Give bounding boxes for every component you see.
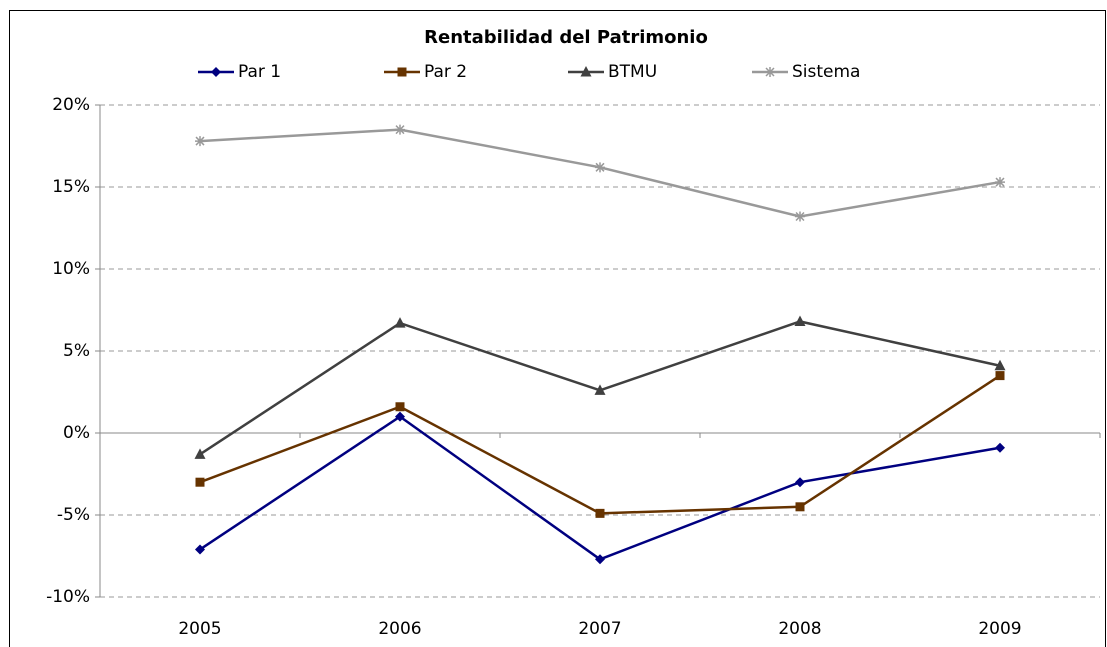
point-marker <box>994 359 1006 371</box>
y-tick-label: -10% <box>46 587 90 607</box>
y-tick-label: 0% <box>63 423 90 443</box>
point-marker <box>195 477 205 487</box>
point-marker <box>595 162 605 173</box>
point-marker <box>765 67 775 77</box>
point-marker <box>794 315 806 326</box>
y-tick-label: 10% <box>52 259 90 279</box>
legend-label: Sistema <box>792 62 860 82</box>
x-tick-label: 2008 <box>778 619 821 639</box>
point-marker <box>795 211 805 222</box>
point-marker <box>395 124 405 135</box>
x-tick-label: 2007 <box>578 619 621 639</box>
legend-label: Par 1 <box>238 62 281 82</box>
x-tick-label: 2009 <box>978 619 1021 639</box>
point-marker <box>397 67 407 77</box>
y-tick-label: 15% <box>52 177 90 197</box>
point-marker <box>394 317 406 328</box>
point-marker <box>395 402 405 412</box>
chart-frame <box>9 10 1106 647</box>
point-marker <box>594 384 606 395</box>
point-marker <box>195 544 205 555</box>
point-marker <box>995 442 1005 453</box>
point-marker <box>995 177 1005 188</box>
point-marker <box>395 411 405 422</box>
y-tick-label: 5% <box>63 341 90 361</box>
point-marker <box>195 136 205 147</box>
point-marker <box>580 66 592 77</box>
y-tick-label: -5% <box>57 505 90 525</box>
point-marker <box>995 371 1005 381</box>
point-marker <box>795 502 805 512</box>
chart-title: Rentabilidad del Patrimonio <box>424 27 708 48</box>
x-tick-label: 2005 <box>178 619 221 639</box>
legend-label: BTMU <box>608 62 657 82</box>
point-marker <box>194 448 206 459</box>
legend-label: Par 2 <box>424 62 467 82</box>
point-marker <box>595 554 605 565</box>
point-marker <box>595 508 605 518</box>
point-marker <box>795 477 805 488</box>
x-tick-label: 2006 <box>378 619 421 639</box>
y-tick-label: 20% <box>52 95 90 115</box>
point-marker <box>211 67 221 77</box>
